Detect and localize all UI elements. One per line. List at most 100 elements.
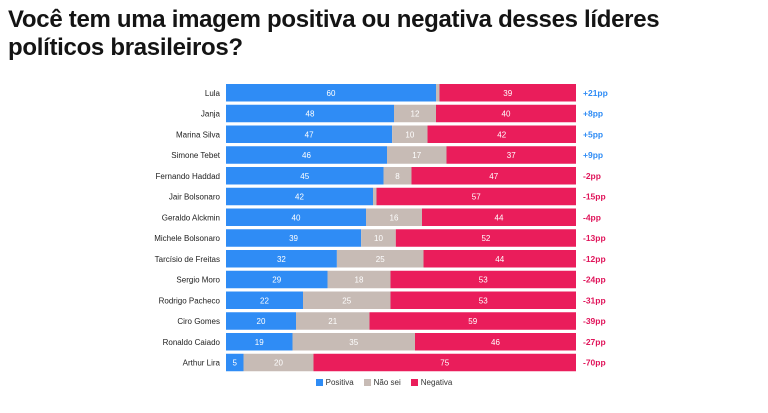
bar-nao-sei-tarcisio-de-freitas — [336, 250, 424, 268]
value-label-negativa-ciro-gomes: 59 — [468, 317, 477, 326]
category-label-geraldo-alckmin: Geraldo Alckmin — [162, 213, 220, 222]
net-label-tarcisio-de-freitas: -12pp — [583, 254, 606, 264]
net-label-jair-bolsonaro: -15pp — [583, 192, 606, 202]
bar-positiva-marina-silva — [226, 125, 393, 143]
value-label-nao-sei-simone-tebet: 17 — [412, 151, 421, 160]
value-label-negativa-jair-bolsonaro: 57 — [472, 193, 481, 202]
chart-title: Você tem uma imagem positiva ou negativa… — [8, 6, 660, 61]
category-label-michele-bolsonaro: Michele Bolsonaro — [154, 234, 220, 243]
bar-negativa-tarcisio-de-freitas — [423, 250, 576, 268]
bar-negativa-simone-tebet — [446, 146, 576, 164]
value-label-negativa-fernando-haddad: 47 — [489, 172, 498, 181]
category-label-fernando-haddad: Fernando Haddad — [156, 172, 221, 181]
category-label-marina-silva: Marina Silva — [176, 130, 221, 139]
net-label-janja: +8pp — [583, 109, 603, 119]
value-label-negativa-tarcisio-de-freitas: 44 — [495, 255, 504, 264]
bar-nao-sei-michele-bolsonaro — [361, 229, 396, 247]
bar-nao-sei-marina-silva — [392, 125, 428, 143]
bar-negativa-marina-silva — [427, 125, 576, 143]
value-label-nao-sei-sergio-moro: 18 — [355, 276, 364, 285]
legend-label-negativa: Negativa — [420, 378, 453, 387]
value-label-nao-sei-marina-silva: 10 — [405, 130, 414, 139]
category-label-janja: Janja — [201, 110, 221, 119]
category-label-sergio-moro: Sergio Moro — [176, 276, 220, 285]
net-label-marina-silva: +5pp — [583, 129, 603, 139]
category-label-rodrigo-pacheco: Rodrigo Pacheco — [159, 296, 221, 305]
bar-positiva-michele-bolsonaro — [226, 229, 362, 247]
bar-positiva-ronaldo-caiado — [226, 333, 293, 351]
bar-positiva-rodrigo-pacheco — [226, 291, 303, 309]
value-label-nao-sei-michele-bolsonaro: 10 — [374, 234, 383, 243]
value-label-negativa-sergio-moro: 53 — [479, 276, 488, 285]
bar-nao-sei-simone-tebet — [387, 146, 447, 164]
value-label-positiva-rodrigo-pacheco: 22 — [260, 296, 269, 305]
bar-nao-sei-jair-bolsonaro — [373, 187, 377, 206]
value-label-positiva-janja: 48 — [306, 110, 315, 119]
value-label-positiva-tarcisio-de-freitas: 32 — [277, 255, 286, 264]
bar-nao-sei-lula — [436, 84, 440, 102]
net-label-ciro-gomes: -39pp — [583, 316, 606, 326]
bar-nao-sei-arthur-lira — [243, 353, 314, 372]
bar-nao-sei-ronaldo-caiado — [292, 333, 415, 351]
value-label-nao-sei-geraldo-alckmin: 16 — [390, 213, 399, 222]
bar-nao-sei-ciro-gomes — [296, 312, 370, 330]
value-label-nao-sei-fernando-haddad: 8 — [395, 172, 400, 181]
bar-negativa-rodrigo-pacheco — [390, 291, 576, 309]
legend-swatch-nao-sei — [363, 379, 371, 386]
net-label-sergio-moro: -24pp — [583, 275, 606, 285]
bar-positiva-ciro-gomes — [226, 312, 296, 330]
bar-negativa-jair-bolsonaro — [376, 187, 576, 206]
bar-negativa-sergio-moro — [390, 270, 576, 289]
bar-positiva-arthur-lira — [226, 353, 244, 372]
value-label-negativa-simone-tebet: 37 — [507, 151, 516, 160]
bar-negativa-geraldo-alckmin — [422, 208, 576, 226]
bar-nao-sei-geraldo-alckmin — [366, 208, 422, 226]
value-label-positiva-ciro-gomes: 20 — [257, 317, 266, 326]
bar-positiva-sergio-moro — [226, 270, 328, 289]
value-label-positiva-ronaldo-caiado: 19 — [255, 338, 264, 347]
legend-item-positiva: Positiva — [315, 378, 354, 387]
bar-negativa-janja — [436, 104, 576, 123]
value-label-positiva-sergio-moro: 29 — [272, 276, 281, 285]
value-label-nao-sei-tarcisio-de-freitas: 25 — [376, 255, 385, 264]
legend-label-nao-sei: Não sei — [373, 378, 401, 387]
legend-item-nao-sei: Não sei — [363, 378, 401, 387]
bar-negativa-lula — [439, 84, 576, 102]
value-label-positiva-fernando-haddad: 45 — [300, 172, 309, 181]
bar-negativa-ciro-gomes — [369, 312, 576, 330]
bar-nao-sei-sergio-moro — [327, 270, 391, 289]
bar-nao-sei-rodrigo-pacheco — [303, 291, 391, 309]
value-label-negativa-geraldo-alckmin: 44 — [495, 213, 504, 222]
bar-nao-sei-janja — [394, 104, 436, 123]
value-label-nao-sei-ronaldo-caiado: 35 — [349, 338, 358, 347]
value-label-positiva-michele-bolsonaro: 39 — [289, 234, 298, 243]
value-label-positiva-jair-bolsonaro: 42 — [295, 193, 304, 202]
value-label-negativa-michele-bolsonaro: 52 — [481, 234, 490, 243]
value-label-positiva-marina-silva: 47 — [305, 130, 314, 139]
value-label-nao-sei-ciro-gomes: 21 — [328, 317, 337, 326]
category-label-ciro-gomes: Ciro Gomes — [177, 317, 220, 326]
category-label-jair-bolsonaro: Jair Bolsonaro — [169, 193, 221, 202]
bar-negativa-fernando-haddad — [411, 167, 576, 185]
legend-swatch-negativa — [410, 379, 418, 386]
value-label-nao-sei-arthur-lira: 20 — [274, 359, 283, 368]
value-label-nao-sei-janja: 12 — [411, 110, 420, 119]
category-label-ronaldo-caiado: Ronaldo Caiado — [163, 338, 221, 347]
net-label-ronaldo-caiado: -27pp — [583, 337, 606, 347]
bar-negativa-arthur-lira — [313, 353, 576, 372]
value-label-negativa-arthur-lira: 75 — [440, 359, 449, 368]
value-label-nao-sei-rodrigo-pacheco: 25 — [342, 296, 351, 305]
legend-item-negativa: Negativa — [410, 378, 453, 387]
value-label-negativa-ronaldo-caiado: 46 — [491, 338, 500, 347]
bar-nao-sei-fernando-haddad — [383, 167, 412, 185]
net-label-fernando-haddad: -2pp — [583, 171, 601, 181]
bar-positiva-lula — [226, 84, 436, 102]
value-label-positiva-lula: 60 — [327, 89, 336, 98]
net-label-rodrigo-pacheco: -31pp — [583, 295, 606, 305]
bar-positiva-tarcisio-de-freitas — [226, 250, 337, 268]
value-label-negativa-marina-silva: 42 — [497, 130, 506, 139]
category-label-arthur-lira: Arthur Lira — [183, 359, 221, 368]
bar-positiva-simone-tebet — [226, 146, 387, 164]
bar-positiva-janja — [226, 104, 394, 123]
